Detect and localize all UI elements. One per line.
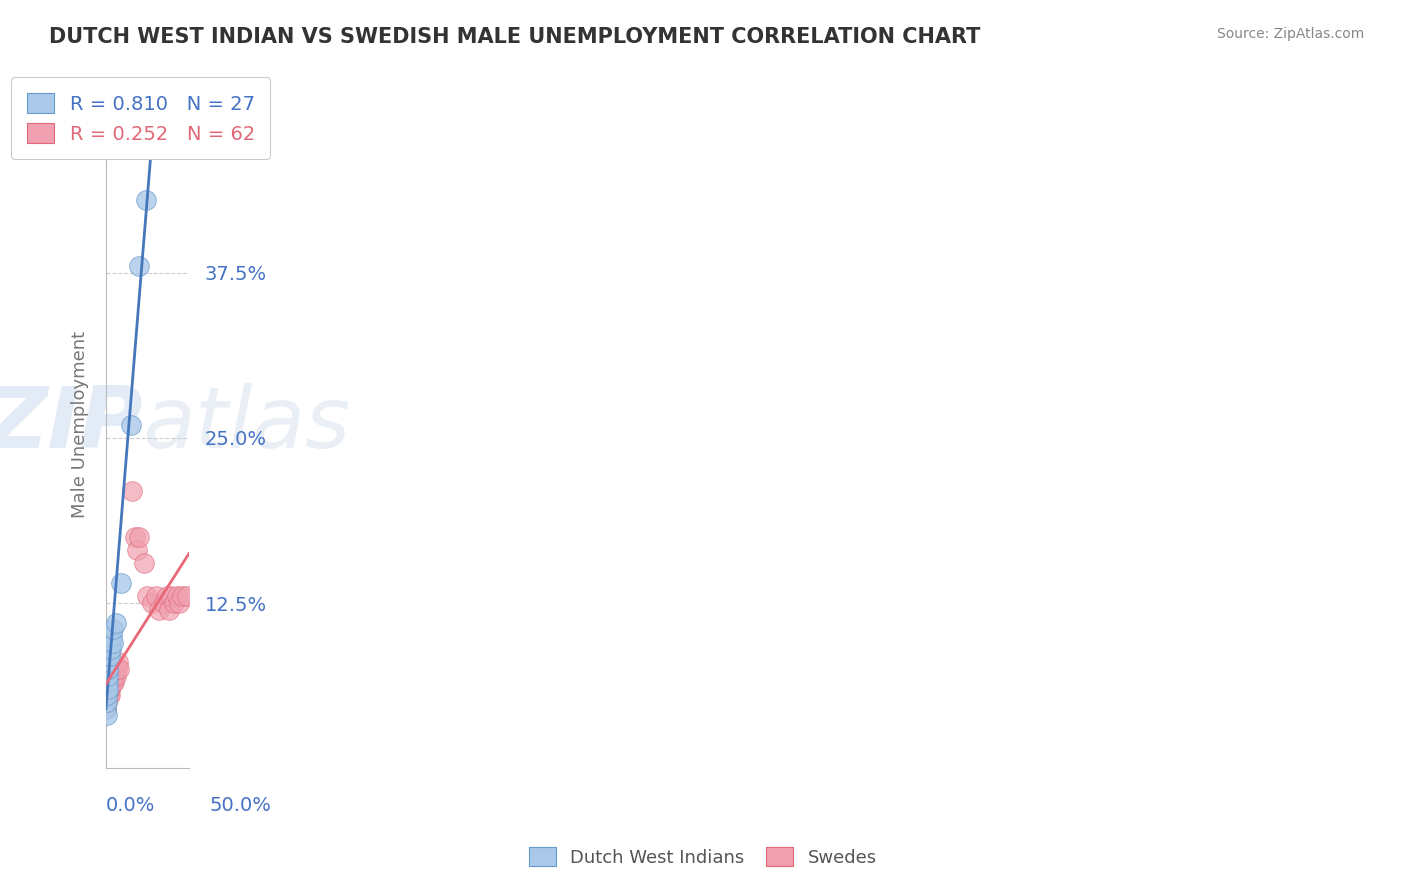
Point — [97, 662, 120, 676]
Point — [98, 675, 121, 690]
Point — [101, 675, 124, 690]
Point — [176, 590, 198, 604]
Text: ZIP: ZIP — [0, 384, 142, 467]
Point — [97, 668, 120, 682]
Point — [100, 635, 122, 649]
Point — [145, 590, 167, 604]
Point — [101, 668, 124, 682]
Point — [163, 596, 186, 610]
Point — [107, 656, 129, 670]
Point — [101, 668, 124, 682]
Point — [98, 689, 121, 703]
Point — [166, 590, 188, 604]
Point — [120, 417, 142, 432]
Point — [148, 602, 170, 616]
Point — [136, 590, 159, 604]
Point — [96, 708, 118, 723]
Point — [96, 681, 118, 696]
Point — [110, 576, 132, 591]
Point — [103, 668, 125, 682]
Point — [135, 194, 157, 208]
Point — [97, 675, 120, 690]
Point — [100, 675, 122, 690]
Point — [97, 675, 120, 690]
Point — [96, 689, 118, 703]
Point — [157, 602, 180, 616]
Point — [141, 596, 163, 610]
Point — [96, 689, 118, 703]
Point — [98, 675, 121, 690]
Point — [97, 662, 120, 676]
Point — [98, 648, 121, 663]
Point — [100, 675, 122, 690]
Point — [96, 675, 118, 690]
Point — [101, 635, 124, 649]
Point — [101, 675, 124, 690]
Point — [97, 681, 120, 696]
Point — [153, 596, 176, 610]
Point — [105, 662, 128, 676]
Point — [156, 590, 179, 604]
Legend: R = 0.810   N = 27, R = 0.252   N = 62: R = 0.810 N = 27, R = 0.252 N = 62 — [11, 78, 270, 160]
Point — [159, 590, 181, 604]
Text: atlas: atlas — [142, 384, 350, 467]
Point — [100, 629, 122, 643]
Point — [97, 681, 120, 696]
Point — [98, 681, 121, 696]
Text: 50.0%: 50.0% — [209, 796, 271, 814]
Point — [100, 668, 122, 682]
Legend: Dutch West Indians, Swedes: Dutch West Indians, Swedes — [522, 840, 884, 874]
Point — [97, 681, 120, 696]
Point — [96, 675, 118, 690]
Point — [108, 662, 131, 676]
Point — [96, 695, 118, 709]
Point — [98, 681, 121, 696]
Point — [100, 668, 122, 682]
Point — [104, 662, 127, 676]
Point — [132, 557, 155, 571]
Point — [103, 623, 125, 637]
Point — [103, 662, 125, 676]
Point — [104, 615, 127, 630]
Point — [124, 530, 146, 544]
Point — [96, 701, 118, 715]
Point — [96, 689, 118, 703]
Point — [121, 483, 143, 498]
Point — [98, 648, 121, 663]
Point — [97, 681, 120, 696]
Point — [96, 689, 118, 703]
Point — [128, 530, 150, 544]
Point — [97, 689, 120, 703]
Point — [98, 642, 121, 657]
Point — [103, 668, 125, 682]
Point — [98, 675, 121, 690]
Point — [125, 543, 148, 558]
Point — [104, 668, 127, 682]
Point — [98, 681, 121, 696]
Point — [128, 260, 150, 274]
Point — [100, 675, 122, 690]
Point — [96, 689, 118, 703]
Point — [97, 675, 120, 690]
Point — [96, 695, 118, 709]
Point — [96, 681, 118, 696]
Text: DUTCH WEST INDIAN VS SWEDISH MALE UNEMPLOYMENT CORRELATION CHART: DUTCH WEST INDIAN VS SWEDISH MALE UNEMPL… — [49, 27, 980, 46]
Text: Source: ZipAtlas.com: Source: ZipAtlas.com — [1216, 27, 1364, 41]
Point — [96, 668, 118, 682]
Point — [167, 596, 190, 610]
Point — [97, 656, 120, 670]
Point — [100, 642, 122, 657]
Point — [97, 681, 120, 696]
Text: 0.0%: 0.0% — [105, 796, 155, 814]
Point — [96, 681, 118, 696]
Point — [96, 701, 118, 715]
Point — [97, 675, 120, 690]
Point — [98, 689, 121, 703]
Y-axis label: Male Unemployment: Male Unemployment — [72, 331, 89, 518]
Point — [97, 689, 120, 703]
Point — [103, 675, 125, 690]
Point — [172, 590, 194, 604]
